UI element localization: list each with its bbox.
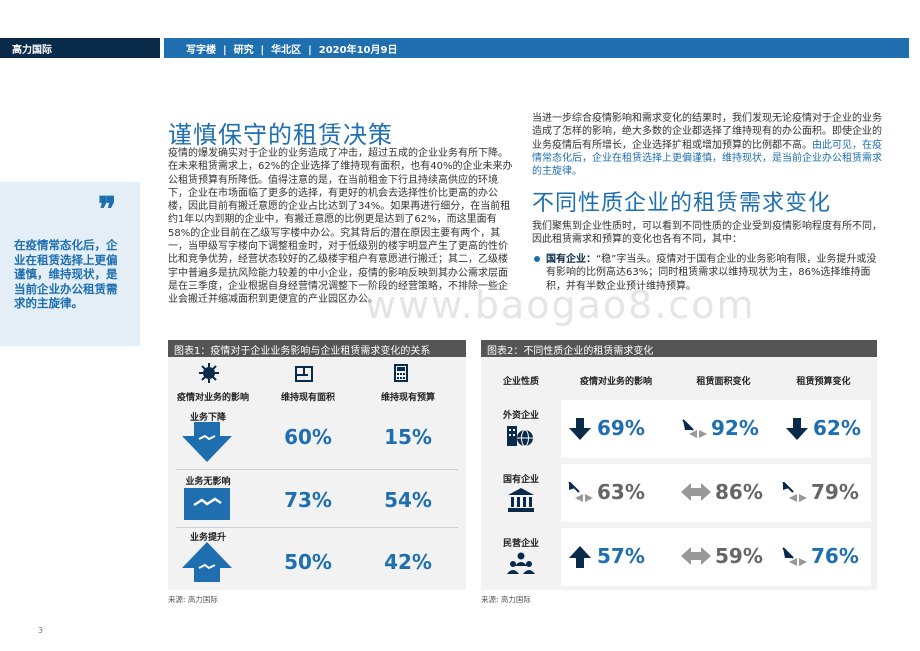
arrow-split-up-icon	[568, 482, 593, 502]
left-paragraph: 疫情的爆发确实对于企业的业务造成了冲击，超过五成的企业业务有所下降。在未来租赁需…	[168, 148, 513, 306]
brand-bar: 高力国际	[0, 38, 160, 58]
c1-area-value: 73%	[284, 488, 332, 512]
c2-budget-value: 79%	[811, 480, 859, 504]
quote-mark-icon: ❞	[98, 190, 117, 230]
right-paragraph-2: 我们聚焦到企业性质时，可以看到不同性质的企业受到疫情影响程度有所不同，因此租赁需…	[532, 221, 882, 246]
bullet-text: “稳”字当头。疫情对于国有企业的业务影响有限，业务提升或没有影响的比例高达63%…	[546, 254, 877, 292]
globe-building-icon	[507, 426, 533, 447]
arrow-split-down-icon	[682, 419, 707, 438]
right-para1-highlight: 由此可见，在疫情常态化后，企业在租赁选择上更偏谨慎，维持现状，是当前企业办公租赁…	[532, 139, 882, 178]
c2-head-impact: 疫情对业务的影响	[579, 377, 652, 387]
chart1-panel: 图表1：疫情对于企业业务影响与企业租赁需求变化的关系 疫情对业务的影响 维持现有…	[168, 340, 466, 590]
section-title-left: 谨慎保守的租赁决策	[168, 121, 393, 149]
c2-row-label: 民营企业	[502, 539, 539, 549]
chart2-panel: 图表2：不同性质企业的租赁需求变化 企业性质 疫情对业务的影响 租赁面积变化 租…	[481, 340, 877, 590]
right-paragraph-1: 当进一步综合疫情影响和需求变化的结果时，我们发现无论疫情对于企业的业务造成了怎样…	[532, 112, 882, 178]
right-para1-plain: 当进一步综合疫情影响和需求变化的结果时，我们发现无论疫情对于企业的业务造成了怎样…	[532, 113, 882, 151]
arrow-down-icon	[786, 418, 808, 440]
virus-icon	[199, 363, 219, 383]
arrow-split-up-icon	[782, 482, 807, 502]
people-group-icon	[507, 552, 535, 574]
handshake-box-icon	[184, 488, 230, 520]
c2-row-band	[561, 400, 871, 458]
c2-budget-value: 76%	[811, 544, 859, 568]
arrow-split-down-icon	[782, 547, 807, 566]
arrow-both-icon	[681, 483, 711, 501]
c2-budget-value: 62%	[813, 416, 861, 440]
arrow-down-icon	[569, 418, 591, 440]
chart1-title: 图表1：疫情对于企业业务影响与企业租赁需求变化的关系	[168, 340, 466, 357]
floorplan-icon	[295, 366, 313, 382]
c1-budget-value: 42%	[384, 550, 432, 574]
c2-area-value: 59%	[715, 544, 763, 568]
bullet-label: 国有企业：	[546, 254, 596, 265]
section-title-right: 不同性质企业的租赁需求变化	[532, 191, 832, 216]
pull-quote-text: 在疫情常态化后，企业在租赁选择上更偏谨慎，维持现状，是当前企业办公租赁需求的主旋…	[14, 238, 118, 310]
arrow-up-handshake-icon	[182, 542, 232, 582]
arrow-both-icon	[681, 547, 711, 565]
c2-row-band	[561, 464, 871, 522]
pull-quote-box	[0, 182, 140, 346]
government-building-icon	[508, 488, 534, 512]
c1-head-area: 维持现有面积	[280, 393, 335, 403]
page-number: 3	[38, 626, 44, 635]
c1-divider	[176, 469, 458, 470]
c1-row-label: 业务提升	[189, 533, 226, 543]
c2-impact-value: 63%	[597, 480, 645, 504]
c2-row-label: 外资企业	[502, 411, 539, 421]
chart1-source: 来源: 高力国际	[168, 595, 218, 604]
arrow-up-icon	[569, 546, 591, 568]
c2-row-private: 民营企业 57% 59% 76%	[481, 528, 877, 586]
c1-head-impact: 疫情对业务的影响	[176, 393, 249, 403]
c2-head-budget: 租赁预算变化	[796, 377, 851, 387]
c2-row-band	[561, 528, 871, 586]
watermark: www.baogao8.com	[365, 283, 756, 327]
chart2-title: 图表2：不同性质企业的租赁需求变化	[481, 340, 877, 357]
c2-row-label: 国有企业	[502, 475, 539, 485]
c1-area-value: 60%	[284, 425, 332, 449]
c1-area-value: 50%	[284, 550, 332, 574]
c1-divider	[176, 527, 458, 528]
c2-impact-value: 69%	[597, 416, 645, 440]
c2-impact-value: 57%	[597, 544, 645, 568]
c2-head-type: 企业性质	[502, 377, 539, 387]
c2-row-foreign: 外资企业 69% 92% 62%	[481, 400, 877, 458]
chart2-source: 来源: 高力国际	[481, 595, 531, 604]
c1-head-budget: 维持现有预算	[380, 393, 435, 403]
breadcrumb: 写字楼 | 研究 | 华北区 | 2020年10月9日	[164, 38, 909, 58]
c2-row-soe: 国有企业 63% 86% 79%	[481, 464, 877, 522]
c2-head-area: 租赁面积变化	[696, 377, 751, 387]
c1-budget-value: 54%	[384, 488, 432, 512]
arrow-down-handshake-icon	[182, 422, 232, 462]
c2-area-value: 86%	[715, 480, 763, 504]
bullet-soe: 国有企业：“稳”字当头。疫情对于国有企业的业务影响有限，业务提升或没有影响的比例…	[532, 253, 882, 293]
c2-area-value: 92%	[711, 416, 759, 440]
calculator-icon	[394, 364, 408, 382]
c1-row-label: 业务下降	[189, 413, 226, 423]
c1-row-label: 业务无影响	[185, 477, 231, 487]
c1-budget-value: 15%	[384, 425, 432, 449]
